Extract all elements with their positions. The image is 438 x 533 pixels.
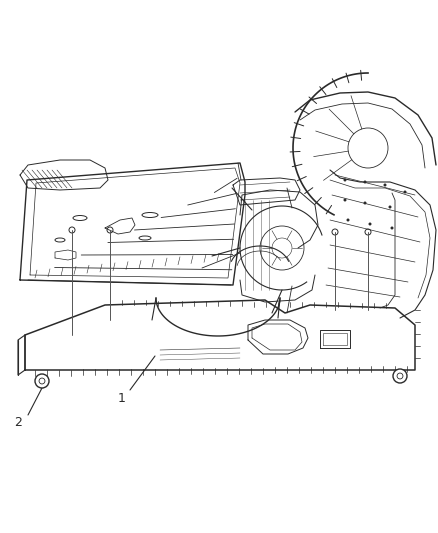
- Circle shape: [397, 373, 403, 379]
- Circle shape: [391, 227, 393, 230]
- Circle shape: [343, 198, 346, 201]
- Ellipse shape: [142, 213, 158, 217]
- Circle shape: [364, 181, 367, 183]
- Circle shape: [389, 206, 392, 208]
- Circle shape: [39, 378, 45, 384]
- Text: 1: 1: [118, 392, 126, 405]
- Circle shape: [365, 229, 371, 235]
- Circle shape: [403, 190, 406, 193]
- Circle shape: [332, 229, 338, 235]
- Ellipse shape: [55, 238, 65, 242]
- Circle shape: [346, 219, 350, 222]
- Circle shape: [343, 179, 346, 182]
- Text: 2: 2: [14, 416, 22, 430]
- Ellipse shape: [139, 236, 151, 240]
- Circle shape: [368, 222, 371, 225]
- Ellipse shape: [73, 215, 87, 221]
- Circle shape: [107, 227, 113, 233]
- Circle shape: [364, 201, 367, 205]
- Circle shape: [35, 374, 49, 388]
- Circle shape: [69, 227, 75, 233]
- Circle shape: [384, 183, 386, 187]
- Circle shape: [393, 369, 407, 383]
